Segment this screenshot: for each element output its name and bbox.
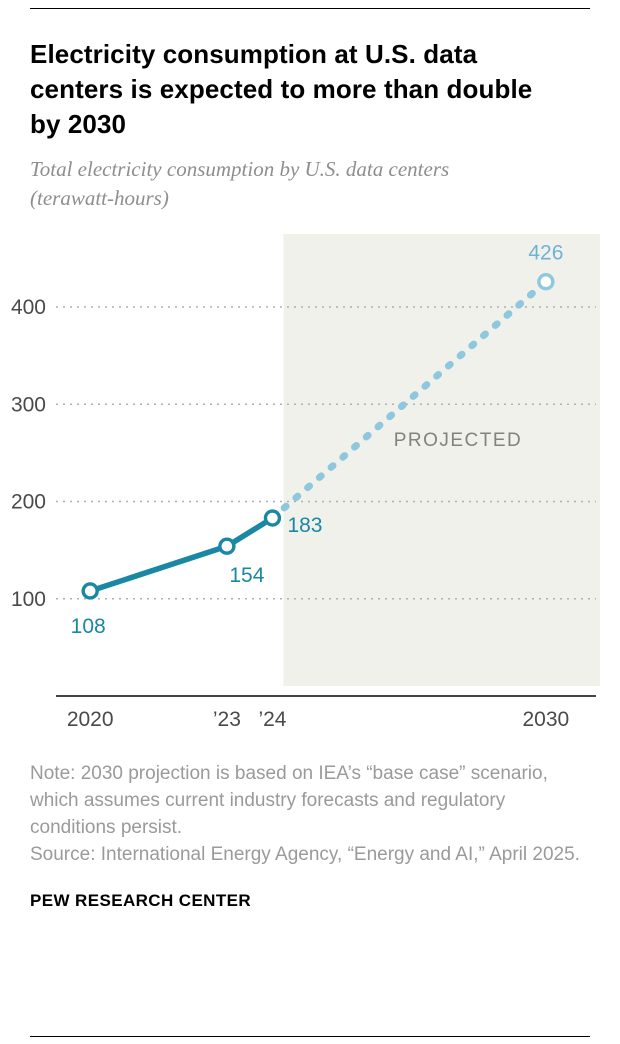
y-tick-label: 100: [11, 588, 46, 611]
y-tick-label: 400: [11, 296, 46, 319]
line-chart: 100 200 300 400 PROJECTED 108 154 183 426 2020 ’23…: [0, 226, 620, 743]
y-tick-label: 300: [11, 393, 46, 416]
bottom-rule: [30, 1036, 590, 1037]
data-point: [537, 273, 555, 291]
top-rule: [30, 8, 590, 9]
footer-section: Note: 2030 projection is based on IEA’s …: [0, 743, 620, 911]
note-text: Note: 2030 projection is based on IEA’s …: [30, 763, 548, 839]
source-text: Source: International Energy Agency, “En…: [30, 844, 580, 866]
data-label: 183: [287, 514, 322, 537]
chart-svg: 100 200 300 400 PROJECTED 108 154 183 426 2020 ’23…: [11, 234, 600, 731]
data-label: 108: [71, 615, 106, 638]
header-section: Electricity consumption at U.S. data cen…: [0, 9, 620, 222]
data-point: [263, 509, 282, 527]
projected-label: PROJECTED: [394, 430, 523, 451]
data-point: [81, 582, 99, 600]
series-line-projected: [268, 278, 550, 522]
x-tick-label: 2030: [523, 708, 570, 731]
chart-subtitle: Total electricity consumption by U.S. da…: [30, 157, 450, 210]
projected-region: [283, 234, 600, 687]
data-label: 154: [229, 564, 264, 587]
brand: PEW RESEARCH CENTER: [30, 891, 252, 911]
x-tick-label: ’23: [213, 708, 241, 731]
data-point: [218, 537, 236, 556]
data-label: 426: [528, 242, 563, 265]
y-tick-label: 200: [11, 491, 46, 514]
chart-title: Electricity consumption at U.S. data cen…: [30, 39, 533, 139]
x-tick-label: 2020: [67, 708, 114, 731]
x-tick-label: ’24: [258, 708, 286, 731]
